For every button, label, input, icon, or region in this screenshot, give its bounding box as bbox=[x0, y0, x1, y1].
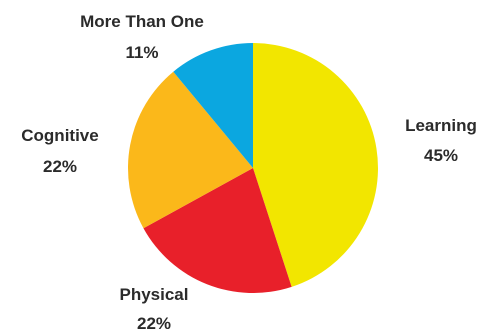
pie-slice-cognitive bbox=[127, 71, 253, 229]
slice-name-physical: Physical bbox=[120, 285, 189, 304]
slice-value-cognitive: 22% bbox=[43, 157, 77, 176]
pie-slice-more-than-one bbox=[173, 43, 253, 168]
slice-label-learning: Learning 45% bbox=[405, 116, 477, 165]
slice-name-learning: Learning bbox=[405, 116, 477, 135]
slice-value-physical: 22% bbox=[137, 314, 171, 333]
slice-label-physical: Physical 22% bbox=[120, 285, 189, 333]
pie-slice-physical bbox=[143, 168, 292, 293]
slice-name-more-than-one: More Than One bbox=[80, 12, 204, 31]
slice-name-cognitive: Cognitive bbox=[21, 126, 98, 145]
slice-value-more-than-one: 11% bbox=[125, 43, 158, 62]
pie-slice-learning bbox=[253, 43, 378, 287]
slice-value-learning: 45% bbox=[424, 146, 458, 165]
slice-label-more-than-one: More Than One 11% bbox=[80, 12, 204, 62]
pie-slices bbox=[127, 43, 378, 293]
slice-label-cognitive: Cognitive 22% bbox=[21, 126, 98, 176]
